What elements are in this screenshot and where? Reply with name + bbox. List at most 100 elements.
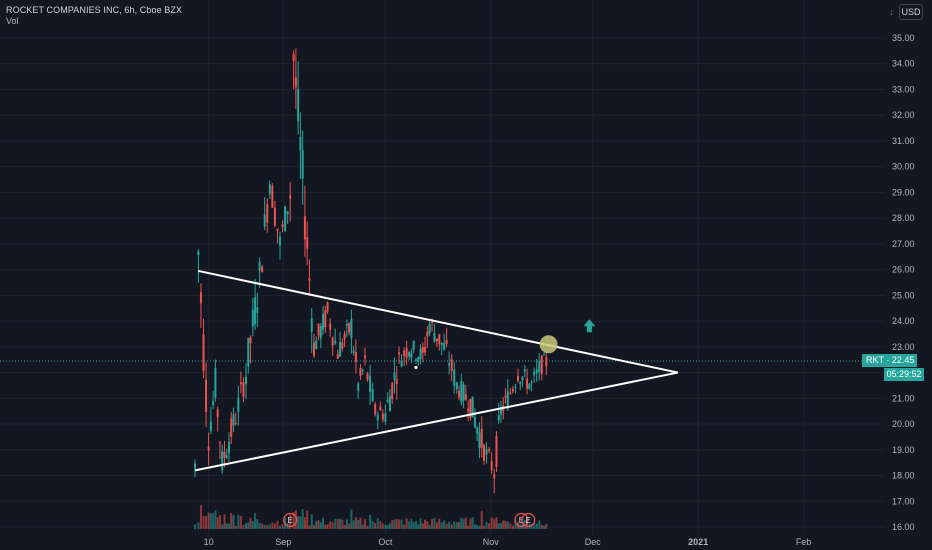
candle-body — [476, 427, 479, 434]
volume-bar — [379, 520, 382, 529]
candle-body — [301, 150, 304, 179]
x-axis[interactable]: 10 Sep Oct Nov Dec 2021 Feb — [204, 537, 812, 547]
volume-bar — [234, 525, 237, 529]
volume-bar — [511, 525, 514, 529]
volume-bar — [464, 517, 467, 529]
volume-bar — [419, 518, 422, 529]
volume-bar — [271, 522, 274, 529]
candle-body — [336, 354, 339, 359]
volume-bar — [281, 523, 284, 529]
volume-bar — [228, 523, 230, 529]
volume-bar — [209, 513, 212, 529]
volume-bar — [478, 525, 481, 529]
volume-bar — [242, 524, 245, 529]
candle-body — [545, 356, 548, 367]
candle-body — [504, 395, 507, 398]
candle-body — [519, 381, 522, 384]
candle-body — [228, 442, 230, 453]
y-tick-label: 26.00 — [892, 265, 915, 275]
volume-bar — [400, 519, 403, 529]
volume-bar — [435, 522, 438, 529]
candle-body — [469, 398, 472, 418]
volume-bar — [308, 525, 311, 529]
trendline-layer[interactable] — [194, 269, 679, 472]
y-tick-label: 34.00 — [892, 59, 915, 69]
candle-body — [485, 449, 488, 455]
volume-bar — [366, 525, 369, 529]
candle-body — [326, 302, 329, 312]
currency-arrow-icon: ↓ — [889, 7, 894, 17]
candle-body — [310, 318, 313, 332]
volume-bar — [306, 510, 309, 529]
candle-body — [322, 313, 325, 330]
volume-bar — [398, 519, 400, 529]
candle-body — [460, 380, 463, 403]
candle-body — [533, 371, 536, 376]
volume-bar — [237, 514, 240, 529]
volume-bar — [261, 523, 264, 529]
volume-bar — [488, 523, 491, 529]
candle-body — [294, 77, 297, 88]
volume-bar — [357, 519, 360, 529]
candle-body — [443, 342, 446, 350]
candle-body — [242, 381, 245, 398]
volume-bar — [202, 515, 205, 529]
candle-body — [388, 396, 391, 412]
y-tick-label: 29.00 — [892, 187, 915, 197]
candle-body — [331, 337, 334, 346]
candle-body — [517, 375, 519, 381]
candle-body — [471, 396, 474, 418]
candle-body — [334, 340, 337, 344]
candle-body — [364, 355, 366, 358]
candle-body — [345, 323, 348, 326]
candle-body — [400, 360, 403, 367]
volume-bar — [197, 522, 200, 529]
y-tick-label: 23.00 — [892, 342, 915, 352]
y-axis[interactable]: 16.0017.0018.0019.0020.0021.0022.0023.00… — [892, 33, 915, 532]
candle-body — [369, 375, 372, 392]
candle-body — [249, 337, 252, 344]
candle-body — [315, 340, 318, 350]
earnings-icon — [521, 512, 536, 528]
candle-body — [391, 383, 394, 400]
volume-bar — [433, 517, 436, 529]
candle-body — [317, 323, 320, 336]
candle-body — [361, 370, 364, 372]
candle-body — [366, 373, 369, 380]
price-value: 22.45 — [891, 355, 915, 365]
candle-body — [455, 382, 458, 389]
volume-bar — [199, 505, 202, 529]
volume-bar — [343, 525, 346, 529]
volume-bar — [391, 520, 394, 529]
volume-bar — [273, 523, 276, 529]
candle-body — [374, 403, 377, 415]
volume-bar — [490, 517, 493, 529]
candle-body — [421, 346, 424, 353]
candle-body — [428, 323, 431, 334]
volume-bar — [258, 522, 261, 529]
volume-bar — [384, 524, 387, 529]
volume-bar — [460, 517, 463, 529]
earnings-icon — [514, 512, 529, 528]
volume-bar — [502, 520, 505, 529]
y-tick-label: 18.00 — [892, 471, 915, 481]
volume-bar — [218, 515, 221, 529]
candle-body — [197, 251, 200, 256]
volume-bar — [369, 514, 372, 529]
candle-body — [424, 346, 427, 353]
volume-bar — [297, 516, 300, 529]
currency-button[interactable]: USD — [899, 4, 923, 20]
candle-body — [379, 406, 382, 411]
volume-bar — [324, 524, 327, 529]
volume-bar — [266, 524, 269, 529]
candle-body — [245, 376, 247, 385]
candle-body — [483, 445, 485, 461]
volume-bar — [341, 519, 344, 529]
y-tick-label: 33.00 — [892, 84, 915, 94]
candle-body — [354, 352, 357, 362]
volume-bar — [223, 514, 226, 529]
volume-bar — [485, 521, 488, 529]
volume-bar — [245, 523, 247, 529]
